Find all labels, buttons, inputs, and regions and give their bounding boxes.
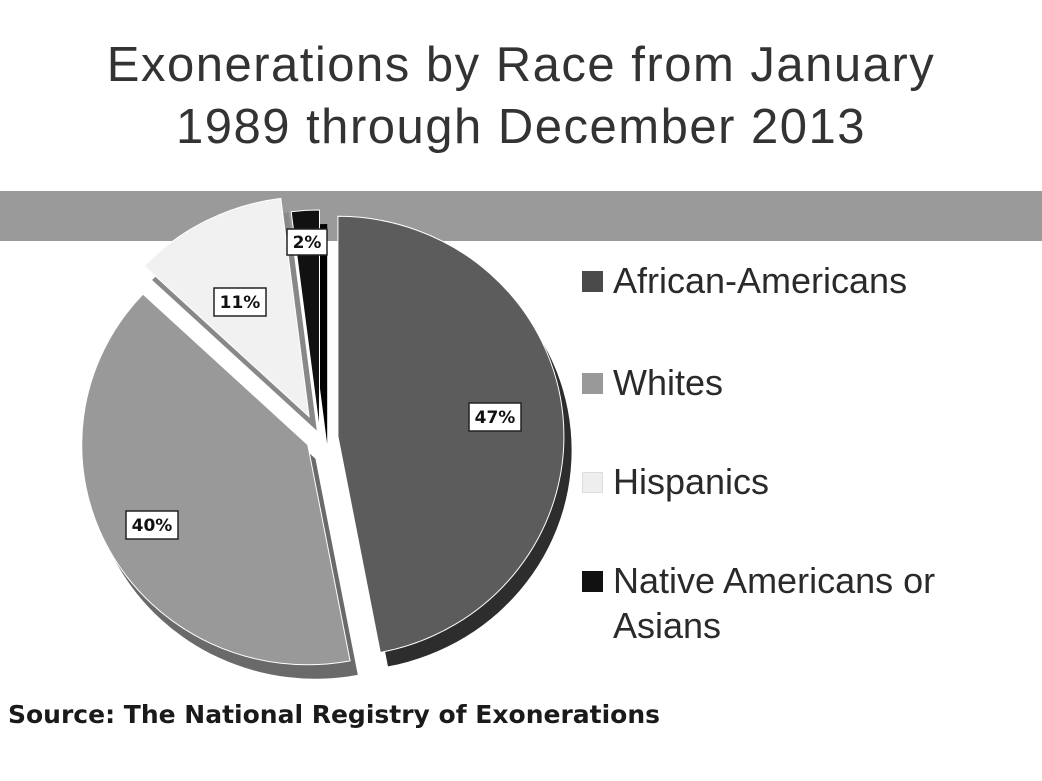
data-label-box bbox=[286, 228, 328, 256]
slice-native-americans-or-asians bbox=[290, 209, 320, 431]
legend-label: Hispanics bbox=[613, 461, 770, 502]
legend-item-african-americans: African-Americans bbox=[582, 258, 907, 303]
legend-label: Native Americans or Asians bbox=[613, 560, 936, 646]
chart-title-line-2: 1989 through December 2013 bbox=[175, 100, 867, 154]
source-note: Source: The National Registry of Exonera… bbox=[8, 700, 661, 729]
legend-label: African-Americans bbox=[613, 260, 908, 301]
legend-item-hispanics: Hispanics bbox=[582, 459, 769, 504]
data-label-text: 40% bbox=[132, 516, 173, 536]
header-band bbox=[0, 191, 1042, 241]
legend-item-whites: Whites bbox=[582, 360, 723, 405]
data-label: 2% bbox=[286, 228, 328, 256]
legend-item-native-americans-or-asians: Native Americans or Asians bbox=[582, 558, 983, 648]
legend-swatch bbox=[582, 373, 603, 394]
pie-chart: 47% 40% 11% 2% bbox=[81, 197, 572, 679]
data-label-box bbox=[125, 510, 179, 540]
chart-title: Exonerations by Race from January 1989 t… bbox=[0, 34, 1042, 158]
data-label-box bbox=[213, 287, 267, 317]
data-label: 47% bbox=[468, 402, 522, 432]
data-label: 11% bbox=[213, 287, 267, 317]
legend-swatch bbox=[582, 472, 603, 493]
chart-title-line-1: Exonerations by Race from January bbox=[106, 38, 936, 92]
legend-label: Whites bbox=[613, 362, 724, 403]
legend-swatch bbox=[582, 271, 603, 292]
data-label-text: 11% bbox=[220, 293, 261, 313]
slice-african-americans bbox=[337, 215, 565, 653]
data-label-box bbox=[468, 402, 522, 432]
slice-whites bbox=[81, 293, 351, 666]
data-label-text: 2% bbox=[293, 233, 322, 253]
data-label-text: 47% bbox=[475, 408, 516, 428]
data-label: 40% bbox=[125, 510, 179, 540]
legend-swatch bbox=[582, 571, 603, 592]
